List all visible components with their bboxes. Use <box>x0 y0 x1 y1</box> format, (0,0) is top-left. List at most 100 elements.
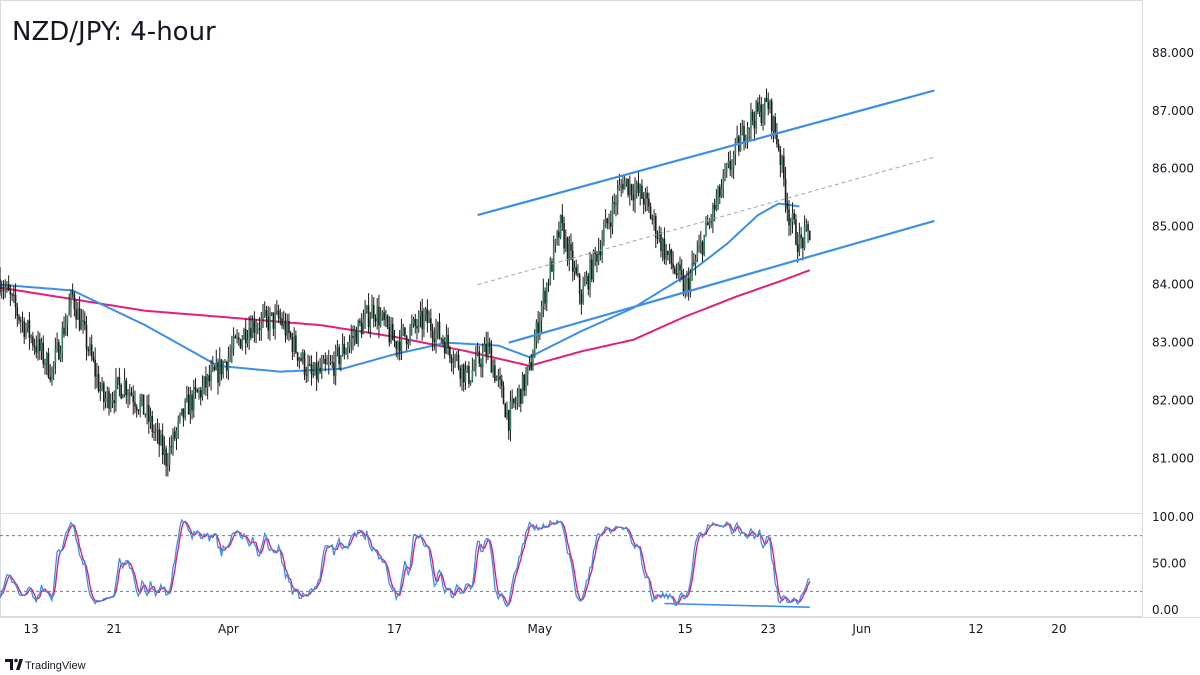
candle-body <box>789 221 792 226</box>
candle-body <box>786 202 789 210</box>
candle-body <box>772 116 775 132</box>
candle-body <box>734 140 737 155</box>
candle-body <box>741 125 744 135</box>
time-tick-label: Jun <box>851 622 871 636</box>
candle-body <box>366 305 368 312</box>
price-tick-label: 87.000 <box>1152 104 1194 118</box>
candle-body <box>189 394 192 415</box>
candle-body <box>551 261 553 272</box>
candle-body <box>23 320 26 337</box>
candle-body <box>75 309 77 320</box>
candle-body <box>260 318 263 330</box>
candle-body <box>774 116 776 134</box>
candle-body <box>424 309 427 316</box>
candle-body <box>552 244 555 272</box>
candle-body <box>241 339 244 349</box>
candle-body <box>225 361 228 371</box>
candle-body <box>732 154 735 168</box>
candle-body <box>440 338 443 340</box>
candle-body <box>203 376 205 386</box>
candle-body <box>713 204 716 210</box>
candle-body <box>49 376 51 380</box>
candle-body <box>561 214 564 224</box>
candle-body <box>42 342 45 364</box>
candle-body <box>670 249 673 264</box>
candle-body <box>64 324 67 335</box>
candle-body <box>456 354 458 356</box>
candle-body <box>412 319 415 325</box>
candle-body <box>703 234 706 255</box>
candle-body <box>364 311 366 320</box>
candle-body <box>710 221 712 223</box>
candle-body <box>248 327 250 340</box>
candle-body <box>613 202 616 204</box>
candle-body <box>770 100 773 132</box>
candle-body <box>388 326 391 343</box>
candle-body <box>528 361 531 367</box>
candle-body <box>167 464 169 467</box>
candle-body <box>165 448 167 467</box>
candle-body <box>90 344 93 357</box>
candle-body <box>179 413 181 420</box>
candle-body <box>80 320 83 330</box>
candle-body <box>667 250 669 255</box>
candle-body <box>218 359 221 383</box>
candle-body <box>295 335 297 353</box>
candle-body <box>359 320 361 323</box>
candle-body <box>687 278 690 293</box>
candle-body <box>450 357 453 364</box>
price-tick-label: 82.000 <box>1152 394 1194 408</box>
candle-body <box>132 395 135 403</box>
candle-body <box>7 284 10 291</box>
candle-body <box>391 323 394 341</box>
candle-body <box>689 273 692 293</box>
candle-body <box>798 234 801 253</box>
candle-body <box>430 318 432 331</box>
candle-body <box>293 335 295 352</box>
candle-body <box>303 352 306 375</box>
candle-body <box>637 182 640 194</box>
candle-body <box>151 415 154 432</box>
candle-body <box>526 366 529 375</box>
candle-body <box>542 290 545 306</box>
candle-body <box>217 361 219 383</box>
candle-body <box>28 320 31 339</box>
candle-body <box>620 184 622 186</box>
candle-body <box>134 402 136 407</box>
tradingview-logo[interactable]: TradingView <box>5 658 86 672</box>
candle-body <box>751 111 754 121</box>
candle-body <box>172 431 174 448</box>
candle-body <box>654 216 657 238</box>
time-tick-label: 12 <box>968 622 983 636</box>
candle-body <box>52 362 55 369</box>
candle-body <box>250 327 252 338</box>
candle-body <box>606 218 609 224</box>
price-tick-label: 83.000 <box>1152 336 1194 350</box>
candle-body <box>597 250 600 262</box>
candle-body <box>212 366 214 370</box>
candle-body <box>404 327 406 336</box>
candle-body <box>33 345 36 348</box>
candle-body <box>312 374 314 376</box>
candle-body <box>585 275 588 283</box>
candle-body <box>731 167 733 170</box>
candle-body <box>694 259 697 264</box>
candle-body <box>715 199 718 210</box>
candle-body <box>656 237 659 239</box>
candle-body <box>177 419 180 431</box>
candle-body <box>180 408 183 414</box>
candle-body <box>416 325 418 329</box>
candle-body <box>51 368 53 380</box>
candle-body <box>805 224 808 226</box>
candle-body <box>329 362 332 364</box>
candle-body <box>184 400 186 418</box>
candle-body <box>407 342 410 345</box>
candle-body <box>483 344 486 352</box>
candle-body <box>279 318 282 320</box>
candle-body <box>83 321 86 326</box>
candle-body <box>386 315 389 327</box>
candle-body <box>592 250 595 280</box>
candle-body <box>629 184 631 196</box>
candle-body <box>755 102 757 129</box>
candle-body <box>224 361 226 363</box>
